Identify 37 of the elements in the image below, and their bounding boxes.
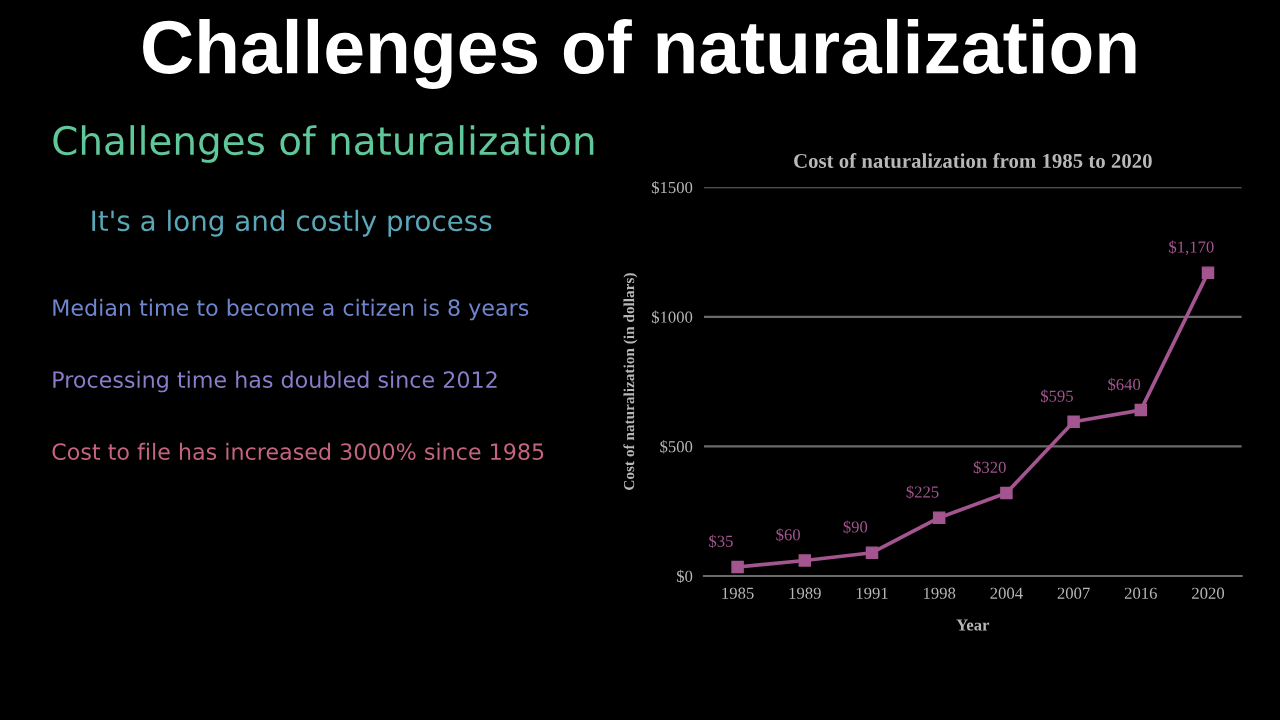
- y-tick-label: $1000: [651, 310, 693, 324]
- text: Challenges of naturalization: [143, 18, 1136, 90]
- x-tick-label: 2004: [990, 587, 1023, 599]
- x-tick-label: 2016: [1124, 587, 1157, 599]
- x-tick-label: 1991: [856, 587, 888, 599]
- x-axis-title: Year: [956, 619, 990, 631]
- point: [1134, 403, 1148, 417]
- data-label: $60: [776, 528, 800, 542]
- point: [865, 546, 879, 559]
- text: It's a long and costly process: [92, 209, 492, 237]
- x-tick-label: 1989: [789, 587, 821, 599]
- y-tick-label: $1500: [651, 180, 693, 195]
- data-label: $90: [843, 520, 868, 534]
- point: [798, 554, 812, 567]
- point: [1201, 266, 1215, 279]
- text: Cost to file has increased 3000% since 1985: [52, 442, 544, 461]
- text: Processing time has doubled since 2012: [53, 370, 497, 393]
- text: Challenges of naturalization: [53, 125, 594, 163]
- point: [1067, 415, 1080, 429]
- data-label: $595: [1040, 389, 1073, 403]
- y-tick-label: $500: [660, 440, 693, 454]
- data-label: $640: [1108, 377, 1141, 392]
- x-tick-label: 2020: [1192, 587, 1225, 599]
- data-label: $320: [973, 460, 1006, 475]
- data-label: $1,170: [1169, 240, 1214, 256]
- y-axis-title: Cost of naturalization (in dollars): [623, 273, 638, 490]
- y-tick-label: $0: [676, 569, 693, 584]
- point: [731, 560, 744, 574]
- point: [932, 511, 946, 524]
- x-tick-label: 1998: [924, 587, 956, 599]
- x-tick-label: 2007: [1057, 587, 1090, 599]
- chart-title: Cost of naturalization from 1985 to 2020: [794, 153, 1152, 169]
- x-tick-label: 1985: [722, 587, 754, 599]
- data-label: $35: [709, 534, 733, 548]
- point: [1000, 486, 1013, 500]
- text: Median time to become a citizen is 8 years: [53, 298, 529, 321]
- data-label: $225: [906, 485, 939, 499]
